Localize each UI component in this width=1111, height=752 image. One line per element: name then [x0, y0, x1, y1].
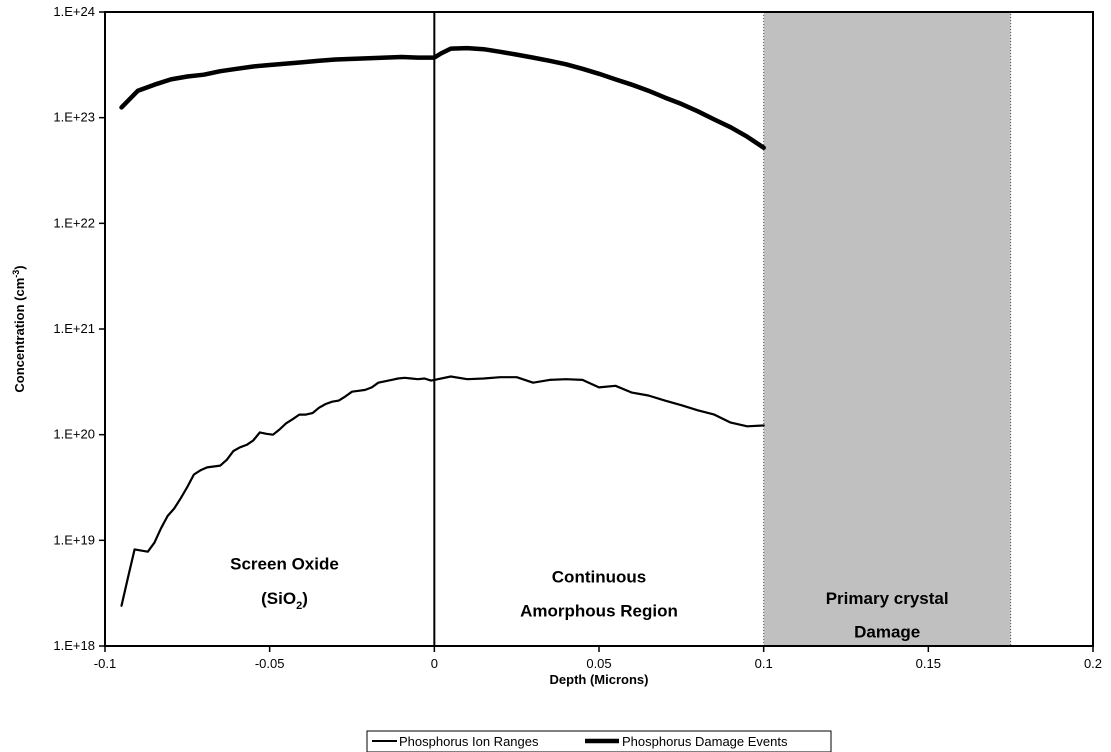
region-label-primary-damage-line2: Damage: [854, 623, 920, 642]
x-tick-label: 0: [431, 656, 438, 671]
region-label-screen-oxide-line2: (SiO2): [261, 589, 308, 612]
y-tick-label: 1.E+20: [53, 427, 95, 442]
legend: Phosphorus Ion Ranges Phosphorus Damage …: [366, 730, 832, 752]
y-tick-label: 1.E+21: [53, 321, 95, 336]
series-line-damage-events: [119, 45, 766, 150]
y-tick-label: 1.E+18: [53, 638, 95, 653]
y-axis-title: Concentration (cm-3): [11, 265, 27, 392]
x-axis-title: Depth (Microns): [550, 672, 649, 687]
y-axis-title-close: ): [12, 265, 27, 269]
y-axis-title-exponent: -3: [11, 270, 21, 278]
region-labels: Screen Oxide (SiO2) Continuous Amorphous Re…: [230, 554, 948, 641]
y-axis-title-base: Concentration (cm: [12, 278, 27, 393]
region-label-primary-damage-line1: Primary crystal: [826, 589, 949, 608]
region-label-subscript: 2: [296, 600, 302, 612]
region-label-part: (SiO: [261, 589, 296, 608]
y-tick-label: 1.E+19: [53, 532, 95, 547]
region-shading-primary-damage: [763, 11, 1012, 647]
x-tick-label: 0.2: [1084, 656, 1102, 671]
x-tick-label: 0.15: [916, 656, 941, 671]
y-tick-label: 1.E+24: [53, 4, 95, 19]
region-label-amorphous-line1: Continuous: [552, 567, 646, 586]
x-tick-label: -0.1: [94, 656, 116, 671]
x-tick-label: 0.1: [755, 656, 773, 671]
legend-label-damage-events: Phosphorus Damage Events: [622, 734, 788, 749]
region-layer: [763, 11, 1012, 647]
region-label-screen-oxide-line1: Screen Oxide: [230, 554, 339, 573]
x-tick-label: -0.05: [255, 656, 285, 671]
region-label-part: ): [302, 589, 308, 608]
y-tick-label: 1.E+23: [53, 110, 95, 125]
x-axis: -0.1 -0.05 0 0.05 0.1 0.15 0.2: [94, 646, 1102, 671]
series-layer: [119, 45, 766, 607]
y-axis: 1.E+18 1.E+19 1.E+20 1.E+21 1.E+22 1.E+23 1.E+…: [53, 4, 105, 653]
series-line-ion-ranges: [120, 375, 765, 607]
region-label-amorphous-line2: Amorphous Region: [520, 602, 678, 621]
x-tick-label: 0.05: [586, 656, 611, 671]
legend-label-ion-ranges: Phosphorus Ion Ranges: [399, 734, 539, 749]
y-tick-label: 1.E+22: [53, 215, 95, 230]
